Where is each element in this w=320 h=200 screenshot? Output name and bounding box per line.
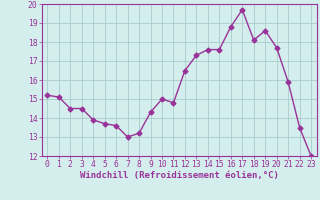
- X-axis label: Windchill (Refroidissement éolien,°C): Windchill (Refroidissement éolien,°C): [80, 171, 279, 180]
